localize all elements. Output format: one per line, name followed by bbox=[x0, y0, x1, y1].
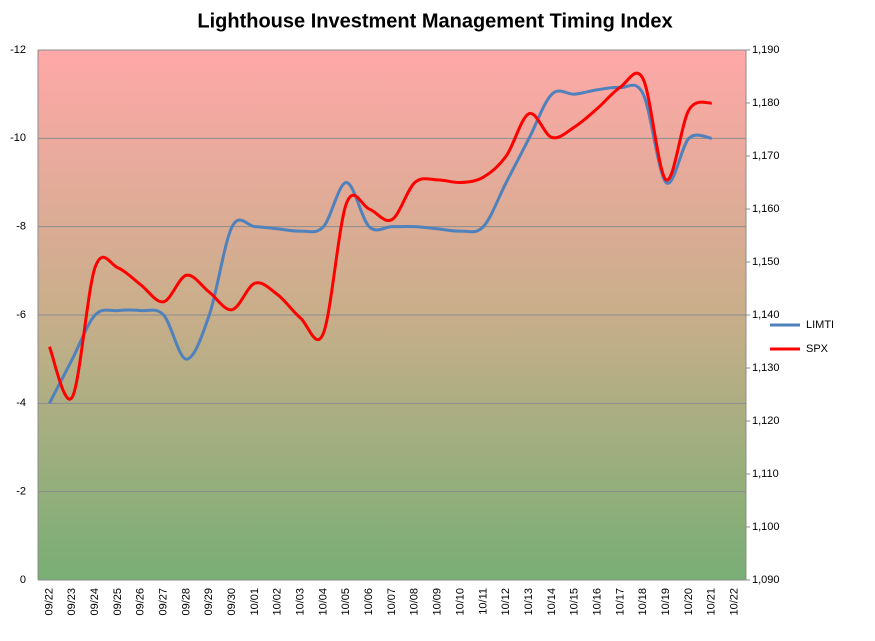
legend-label: SPX bbox=[806, 343, 829, 355]
x-tick-label: 09/27 bbox=[158, 588, 170, 616]
x-tick-label: 10/03 bbox=[295, 588, 307, 616]
y-tick-label: 0 bbox=[20, 574, 26, 586]
x-tick-label: 09/22 bbox=[43, 588, 55, 616]
y2-tick-label: 1,150 bbox=[752, 256, 780, 268]
y-tick-label: -6 bbox=[16, 309, 26, 321]
x-tick-label: 10/05 bbox=[340, 588, 352, 616]
y2-tick-label: 1,190 bbox=[752, 44, 780, 56]
line-series bbox=[48, 83, 712, 405]
x-tick-label: 09/30 bbox=[226, 588, 238, 616]
x-tick-label: 09/26 bbox=[135, 588, 147, 616]
x-tick-label: 10/08 bbox=[409, 588, 421, 616]
x-tick-label: 09/24 bbox=[89, 588, 101, 616]
x-tick-label: 10/13 bbox=[523, 588, 535, 616]
x-tick-label: 10/02 bbox=[272, 588, 284, 616]
x-tick-label: 10/21 bbox=[706, 588, 718, 616]
y2-tick-label: 1,100 bbox=[752, 521, 780, 533]
y2-tick-label: 1,170 bbox=[752, 150, 780, 162]
y-tick-label: -4 bbox=[16, 397, 26, 409]
x-tick-label: 10/14 bbox=[546, 588, 558, 616]
y2-tick-label: 1,180 bbox=[752, 97, 780, 109]
x-tick-label: 10/12 bbox=[500, 588, 512, 616]
x-tick-label: 10/18 bbox=[637, 588, 649, 616]
x-tick-label: 10/22 bbox=[728, 588, 740, 616]
x-tick-label: 10/04 bbox=[317, 588, 329, 616]
x-tick-label: 10/01 bbox=[249, 588, 261, 616]
y-tick-label: -10 bbox=[10, 132, 26, 144]
y-tick-label: -12 bbox=[10, 44, 26, 56]
y-tick-label: -2 bbox=[16, 486, 26, 498]
x-tick-label: 10/07 bbox=[386, 588, 398, 616]
x-tick-label: 10/06 bbox=[363, 588, 375, 616]
x-tick-label: 09/29 bbox=[203, 588, 215, 616]
y-tick-label: -8 bbox=[16, 221, 26, 233]
x-tick-label: 09/25 bbox=[112, 588, 124, 616]
x-tick-label: 10/20 bbox=[683, 588, 695, 616]
y2-tick-label: 1,140 bbox=[752, 309, 780, 321]
y2-tick-label: 1,110 bbox=[752, 468, 779, 480]
legend-label: LIMTI bbox=[806, 319, 834, 331]
x-tick-label: 10/15 bbox=[569, 588, 581, 616]
x-tick-label: 10/16 bbox=[591, 588, 603, 616]
line-series bbox=[48, 71, 713, 401]
x-tick-label: 10/10 bbox=[454, 588, 466, 616]
x-tick-label: 09/28 bbox=[180, 588, 192, 616]
x-tick-label: 10/09 bbox=[432, 588, 444, 616]
y2-tick-label: 1,130 bbox=[752, 362, 780, 374]
y2-tick-label: 1,160 bbox=[752, 203, 780, 215]
y2-tick-label: 1,120 bbox=[752, 415, 780, 427]
x-tick-label: 10/11 bbox=[477, 588, 489, 615]
x-tick-label: 10/19 bbox=[660, 588, 672, 616]
x-tick-label: 10/17 bbox=[614, 588, 626, 616]
y2-tick-label: 1,090 bbox=[752, 574, 780, 586]
chart-title: Lighthouse Investment Management Timing … bbox=[197, 10, 672, 32]
x-tick-label: 09/23 bbox=[66, 588, 78, 616]
